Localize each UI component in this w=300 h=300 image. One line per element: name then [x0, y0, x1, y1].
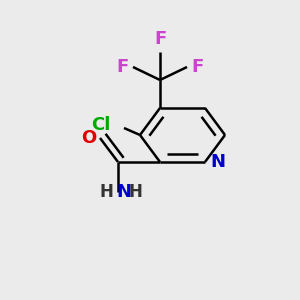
Text: H: H	[128, 183, 142, 201]
Text: N: N	[116, 183, 131, 201]
Text: H: H	[99, 183, 113, 201]
Text: Cl: Cl	[91, 116, 110, 134]
Text: O: O	[81, 129, 96, 147]
Text: F: F	[154, 30, 166, 48]
Text: N: N	[210, 153, 225, 171]
Text: F: F	[117, 58, 129, 76]
Text: F: F	[191, 58, 203, 76]
